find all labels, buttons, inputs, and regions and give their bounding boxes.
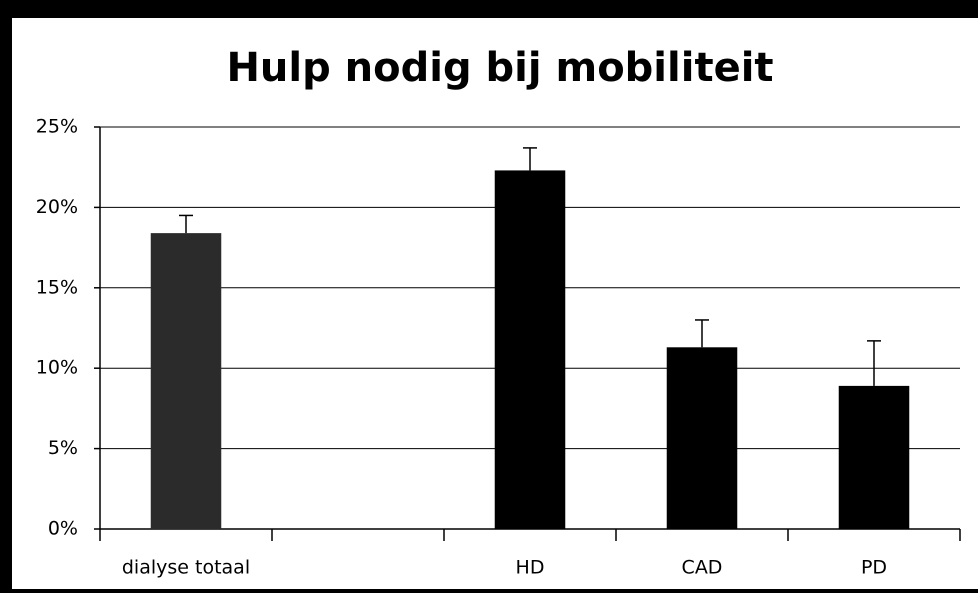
bar [494, 170, 566, 529]
y-tick-label: 0% [48, 518, 78, 540]
bar [150, 233, 222, 530]
y-tick-label: 10% [36, 357, 78, 379]
y-tick-label: 5% [48, 437, 78, 459]
bar [838, 385, 910, 529]
x-tick-label: PD [861, 557, 887, 579]
y-tick-label: 20% [36, 196, 78, 218]
y-tick-label: 25% [36, 116, 78, 138]
x-tick-label: HD [516, 557, 545, 579]
x-tick-label: CAD [682, 557, 723, 579]
x-tick-label: dialyse totaal [122, 557, 250, 579]
bar [666, 347, 738, 529]
y-tick-label: 15% [36, 276, 78, 298]
chart-title: Hulp nodig bij mobiliteit [226, 45, 773, 91]
